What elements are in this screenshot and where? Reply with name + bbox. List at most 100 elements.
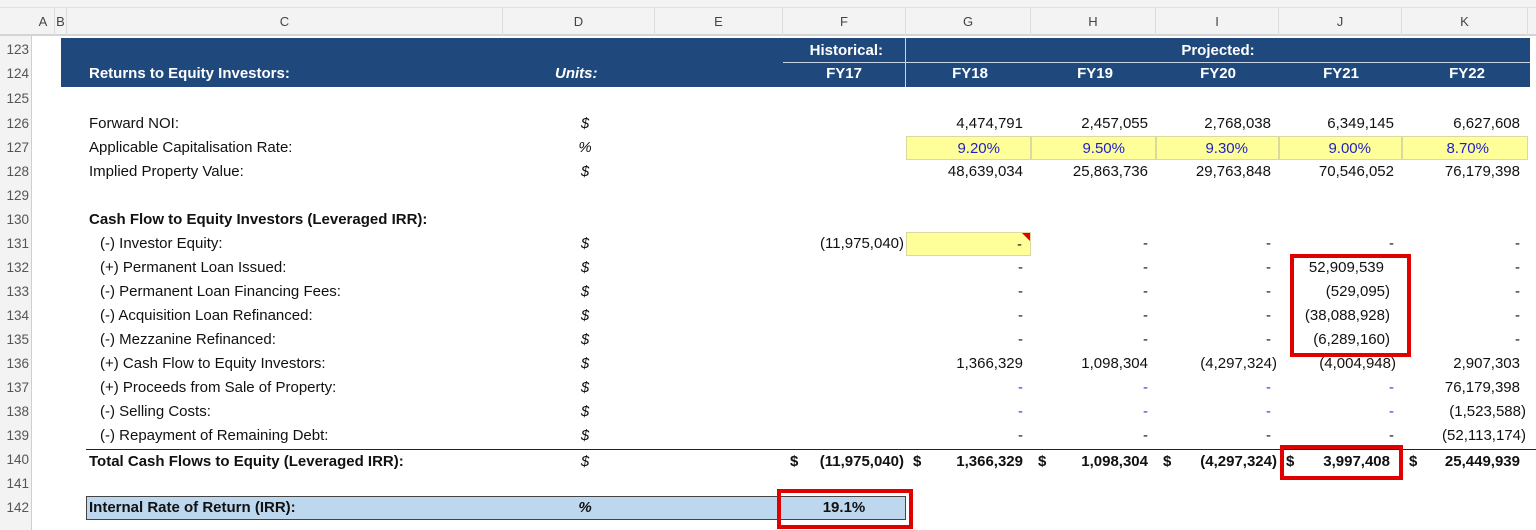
label-sale-proceeds[interactable]: (+) Proceeds from Sale of Property: (100, 379, 337, 396)
label-investor-equity[interactable]: (-) Investor Equity: (100, 235, 223, 252)
cell-h131[interactable]: - (1143, 235, 1148, 252)
cell-k128[interactable]: 76,179,398 (1444, 163, 1520, 180)
unit-acq-refi[interactable]: $ (580, 307, 590, 324)
cell-h139[interactable]: - (1143, 427, 1148, 444)
row-header-139[interactable]: 139 (6, 428, 29, 443)
cell-h132[interactable]: - (1143, 259, 1148, 276)
col-header-e[interactable]: E (655, 8, 783, 36)
cell-j132[interactable]: 52,909,539 (1308, 259, 1384, 276)
cell-k139[interactable]: (52,113,174) (1442, 427, 1526, 444)
cell-i133[interactable]: - (1266, 283, 1271, 300)
col-header-b[interactable]: B (55, 8, 67, 36)
cell-g126[interactable]: 4,474,791 (956, 115, 1023, 132)
cell-k135[interactable]: - (1515, 331, 1520, 348)
cell-h134[interactable]: - (1143, 307, 1148, 324)
row-header-137[interactable]: 137 (6, 380, 29, 395)
input-cap-rate-k127[interactable]: 8.70% (1402, 136, 1528, 160)
cell-k133[interactable]: - (1515, 283, 1520, 300)
unit-mezz-refi[interactable]: $ (580, 331, 590, 348)
unit-investor-equity[interactable]: $ (580, 235, 590, 252)
cell-g139[interactable]: - (1018, 427, 1023, 444)
cell-i140[interactable]: (4,297,324) (1200, 453, 1277, 470)
cell-j139[interactable]: - (1389, 427, 1394, 444)
row-header-128[interactable]: 128 (6, 164, 29, 179)
row-header-133[interactable]: 133 (6, 284, 29, 299)
label-cf-section[interactable]: Cash Flow to Equity Investors (Leveraged… (89, 211, 428, 228)
col-header-d[interactable]: D (503, 8, 655, 36)
row-header-123[interactable]: 123 (6, 42, 29, 57)
label-perm-loan[interactable]: (+) Permanent Loan Issued: (100, 259, 287, 276)
cell-j128[interactable]: 70,546,052 (1318, 163, 1394, 180)
cell-h126[interactable]: 2,457,055 (1081, 115, 1148, 132)
row-header-136[interactable]: 136 (6, 356, 29, 371)
cell-g137[interactable]: - (1018, 379, 1023, 396)
col-header-i[interactable]: I (1156, 8, 1279, 36)
row-header-124[interactable]: 124 (6, 66, 29, 81)
input-cap-rate-h127[interactable]: 9.50% (1031, 136, 1156, 160)
cell-g140[interactable]: 1,366,329 (956, 453, 1023, 470)
cell-i126[interactable]: 2,768,038 (1204, 115, 1271, 132)
comment-indicator-icon[interactable] (1022, 233, 1030, 241)
label-cf-equity[interactable]: (+) Cash Flow to Equity Investors: (100, 355, 326, 372)
cell-g136[interactable]: 1,366,329 (956, 355, 1023, 372)
unit-sale-proceeds[interactable]: $ (580, 379, 590, 396)
cell-g133[interactable]: - (1018, 283, 1023, 300)
cell-h128[interactable]: 25,863,736 (1072, 163, 1148, 180)
cell-i128[interactable]: 29,763,848 (1195, 163, 1271, 180)
cell-g138[interactable]: - (1018, 403, 1023, 420)
cell-g132[interactable]: - (1018, 259, 1023, 276)
label-selling-costs[interactable]: (-) Selling Costs: (100, 403, 211, 420)
irr-value[interactable]: 19.1% (822, 499, 866, 516)
cell-k132[interactable]: - (1515, 259, 1520, 276)
unit-perm-loan[interactable]: $ (580, 259, 590, 276)
unit-cap-rate[interactable]: % (578, 139, 592, 156)
label-implied-value[interactable]: Implied Property Value: (89, 163, 244, 180)
cell-i135[interactable]: - (1266, 331, 1271, 348)
input-cap-rate-j127[interactable]: 9.00% (1279, 136, 1402, 160)
cell-i131[interactable]: - (1266, 235, 1271, 252)
cell-k126[interactable]: 6,627,608 (1453, 115, 1520, 132)
row-header-140[interactable]: 140 (6, 452, 29, 467)
cell-j126[interactable]: 6,349,145 (1327, 115, 1394, 132)
cell-g134[interactable]: - (1018, 307, 1023, 324)
label-irr[interactable]: Internal Rate of Return (IRR): (89, 499, 296, 516)
cell-j131[interactable]: - (1389, 235, 1394, 252)
row-header-142[interactable]: 142 (6, 500, 29, 515)
label-perm-fees[interactable]: (-) Permanent Loan Financing Fees: (100, 283, 341, 300)
cell-f131[interactable]: (11,975,040) (820, 235, 904, 252)
unit-debt-repay[interactable]: $ (580, 427, 590, 444)
cell-i139[interactable]: - (1266, 427, 1271, 444)
label-acq-refi[interactable]: (-) Acquisition Loan Refinanced: (100, 307, 313, 324)
col-header-k[interactable]: K (1402, 8, 1528, 36)
cell-h137[interactable]: - (1143, 379, 1148, 396)
unit-perm-fees[interactable]: $ (580, 283, 590, 300)
row-header-134[interactable]: 134 (6, 308, 29, 323)
cell-h136[interactable]: 1,098,304 (1081, 355, 1148, 372)
cell-h140[interactable]: 1,098,304 (1081, 453, 1148, 470)
unit-total[interactable]: $ (580, 453, 590, 470)
unit-cf-equity[interactable]: $ (580, 355, 590, 372)
col-header-c[interactable]: C (67, 8, 503, 36)
cell-j140[interactable]: 3,997,408 (1323, 453, 1390, 470)
row-header-135[interactable]: 135 (6, 332, 29, 347)
label-debt-repay[interactable]: (-) Repayment of Remaining Debt: (100, 427, 329, 444)
cell-i137[interactable]: - (1266, 379, 1271, 396)
input-investor-equity-g131[interactable]: - (906, 232, 1031, 256)
row-header-138[interactable]: 138 (6, 404, 29, 419)
col-header-g[interactable]: G (906, 8, 1031, 36)
cell-f140[interactable]: (11,975,040) (819, 453, 904, 470)
cell-i132[interactable]: - (1266, 259, 1271, 276)
row-header-127[interactable]: 127 (6, 140, 29, 155)
cell-j133[interactable]: (529,095) (1325, 283, 1390, 300)
cell-g135[interactable]: - (1018, 331, 1023, 348)
col-header-j[interactable]: J (1279, 8, 1402, 36)
unit-selling-costs[interactable]: $ (580, 403, 590, 420)
unit-irr[interactable]: % (578, 499, 592, 516)
unit-forward-noi[interactable]: $ (580, 115, 590, 132)
cell-j135[interactable]: (6,289,160) (1313, 331, 1390, 348)
cell-k137[interactable]: 76,179,398 (1444, 379, 1520, 396)
row-header-125[interactable]: 125 (6, 91, 29, 106)
cell-h138[interactable]: - (1143, 403, 1148, 420)
row-header-129[interactable]: 129 (6, 188, 29, 203)
cell-j138[interactable]: - (1389, 403, 1394, 420)
